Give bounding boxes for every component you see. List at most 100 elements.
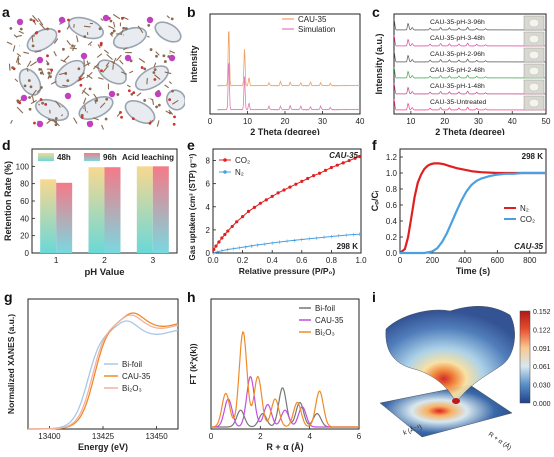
plot-frame <box>393 13 547 115</box>
series-label: CAU-35-pH-3-96h <box>430 19 485 26</box>
bond <box>122 16 129 21</box>
bond <box>66 40 71 46</box>
x-tick-label: 0 <box>208 117 213 126</box>
y-axis-label: Intensity (a.u.) <box>374 33 384 94</box>
bond <box>102 65 109 73</box>
chart-g: 13400 13425 13450 Energy (eV) Normalized XAN… <box>6 298 179 452</box>
bond <box>109 33 114 37</box>
bond <box>94 65 101 70</box>
data-point: + <box>226 247 230 254</box>
colorbar-tick-label: 0.061 <box>533 364 551 371</box>
chart-d: 0 20 40 60 80 100 1 2 3 pH Value Retention Rate (%… <box>3 148 178 278</box>
atom <box>39 98 43 101</box>
bond <box>171 99 179 105</box>
x-tick-label: 40 <box>356 117 365 126</box>
x-tick-label: 30 <box>318 117 327 126</box>
bismuth-atom <box>80 52 88 60</box>
x-tick-label: 0 <box>398 256 403 265</box>
bond <box>36 88 42 93</box>
x-tick-label: 4 <box>307 432 312 441</box>
bond <box>169 50 176 54</box>
atom <box>49 75 52 79</box>
legend-swatch-96h <box>84 153 100 161</box>
legend-label: N₂ <box>520 204 529 213</box>
bond <box>82 107 85 109</box>
x-tick-label: 0.0 <box>207 256 219 265</box>
series-line-0 <box>211 387 359 428</box>
data-point <box>353 156 357 160</box>
y-tick-label: 0.0 <box>386 249 398 258</box>
atom <box>47 71 51 75</box>
panel-label-d: d <box>2 137 11 153</box>
data-point <box>276 191 280 195</box>
bond <box>146 78 148 85</box>
series-line-5 <box>393 99 546 111</box>
atom <box>132 91 136 95</box>
data-point: + <box>249 243 253 250</box>
wavelet-surface <box>385 306 515 404</box>
atom <box>109 19 113 23</box>
sample-vial-icon <box>528 98 540 108</box>
data-point <box>347 158 351 163</box>
bond <box>38 103 41 106</box>
series-line-0 <box>217 31 361 87</box>
bond <box>126 84 131 88</box>
plot-frame <box>212 148 362 254</box>
bond <box>108 25 115 30</box>
series-line-4 <box>393 83 546 95</box>
atom <box>127 89 131 93</box>
data-point: + <box>300 237 304 244</box>
bond <box>99 102 106 109</box>
y-axis-label: Normalized XANES (a.u.) <box>6 314 16 414</box>
bismuth-atom <box>36 120 44 128</box>
y-axis-label: Retention Rate (%) <box>3 161 13 241</box>
atom <box>39 71 43 75</box>
bond <box>93 93 99 101</box>
legend-label: N₂ <box>235 168 244 177</box>
atom <box>98 27 102 31</box>
atom <box>28 96 31 99</box>
series-line-1 <box>28 312 179 430</box>
x-tick-label: 400 <box>458 256 472 265</box>
x-axis-label: Time (s) <box>456 266 490 276</box>
atom <box>62 47 65 51</box>
y-tick-label: 0 <box>25 249 30 258</box>
data-point <box>317 171 322 175</box>
bond <box>23 51 30 54</box>
annotation: CAU-35 <box>514 242 543 251</box>
legend-label: Bi-foil <box>315 304 335 313</box>
bond <box>30 89 37 98</box>
x-tick-label: 1 <box>54 255 59 265</box>
atom <box>79 83 83 87</box>
bar-96h <box>152 166 169 253</box>
bar-48h <box>136 166 153 253</box>
pore-ellipse <box>97 59 127 85</box>
atom <box>78 77 82 81</box>
pore-ellipse <box>154 21 182 43</box>
x-axis-label: Relative pressure (P/P₀) <box>239 266 336 276</box>
atom <box>122 26 126 30</box>
series-line-1 <box>393 35 546 47</box>
crystal-structure-illustration <box>6 13 185 130</box>
series-label: CAU-35-pH-1-48h <box>430 83 485 90</box>
atom <box>41 101 45 105</box>
bond <box>100 18 104 22</box>
bismuth-atom <box>146 16 154 24</box>
bond <box>112 64 114 70</box>
atom <box>18 101 22 105</box>
data-point: + <box>357 232 361 239</box>
bond <box>83 97 87 105</box>
y-tick-label: 2 <box>206 226 211 235</box>
bismuth-atom <box>168 54 176 62</box>
x-axis-label: 2 Theta (degree) <box>250 127 320 135</box>
bond <box>136 92 142 97</box>
y-tick-label: 0.2 <box>386 233 398 242</box>
pore-ellipse <box>165 89 185 111</box>
bond <box>129 70 134 74</box>
atom <box>9 26 13 30</box>
atom <box>54 120 58 124</box>
bismuth-atom <box>124 54 132 62</box>
bond <box>101 124 104 130</box>
bar-96h <box>104 167 121 253</box>
